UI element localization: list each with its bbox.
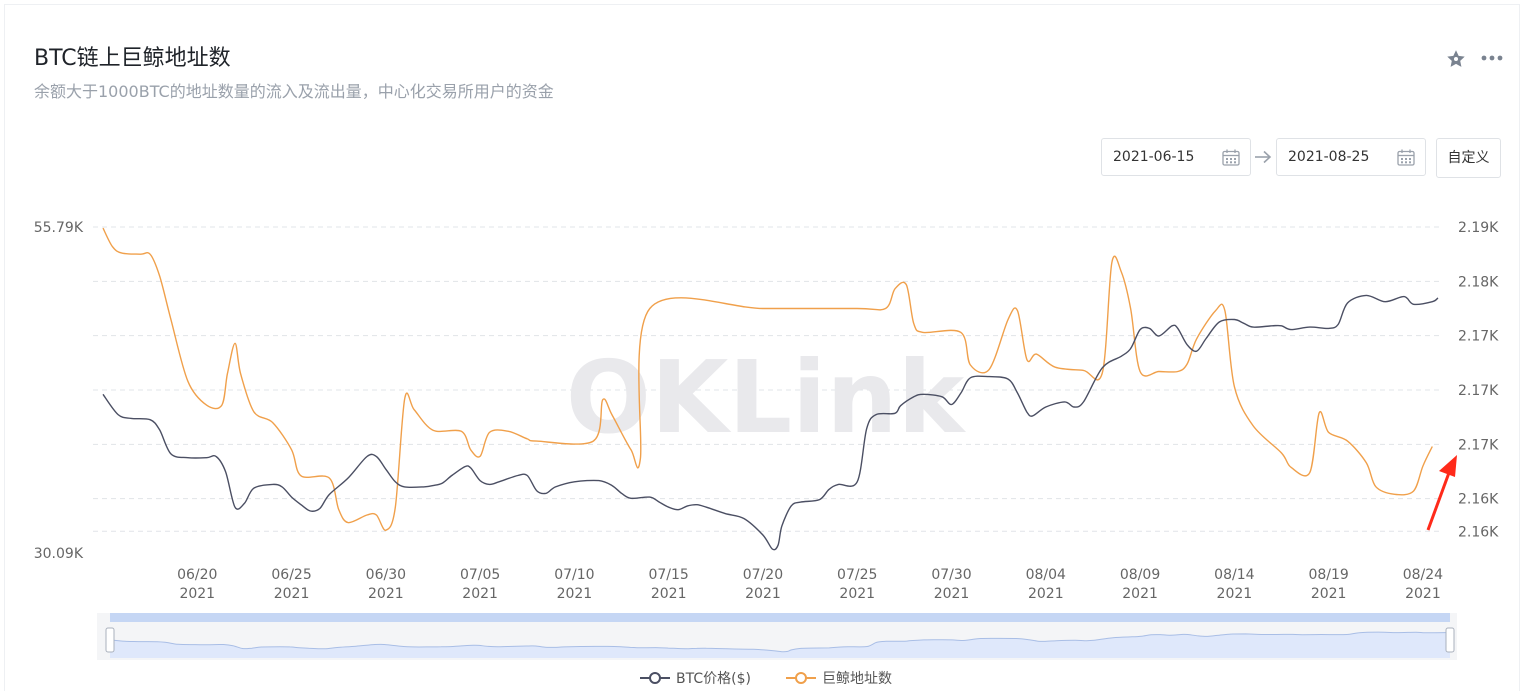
x-tick-label: 08/19: [1308, 567, 1348, 583]
x-tick-label: 07/15: [648, 567, 688, 583]
x-tick-year-label: 2021: [462, 586, 498, 602]
start-date-value: 2021-06-15: [1113, 149, 1195, 165]
watermark: OKLink: [566, 339, 967, 456]
calendar-icon: [1222, 149, 1240, 166]
x-tick-label: 07/30: [931, 567, 971, 583]
x-tick-label: 07/10: [554, 567, 594, 583]
custom-range-button[interactable]: 自定义: [1436, 138, 1501, 178]
series-line-whale-count: [102, 227, 1433, 531]
arrow-right-icon: [1255, 150, 1272, 164]
navigator-line: [109, 631, 1451, 653]
x-tick-year-label: 2021: [745, 586, 781, 602]
y-tick-label-right: 2.16K: [1458, 524, 1499, 540]
x-tick-year-label: 2021: [651, 586, 687, 602]
legend-label-btc-price: BTC价格($): [676, 671, 751, 687]
x-tick-year-label: 2021: [839, 586, 875, 602]
x-tick-label: 08/09: [1120, 567, 1160, 583]
chart-card: [4, 4, 1520, 691]
x-tick-label: 06/30: [366, 567, 406, 583]
x-tick-label: 07/25: [837, 567, 877, 583]
x-tick-label: 07/05: [460, 567, 500, 583]
page-subtitle: 余额大于1000BTC的地址数量的流入及流出量，中心化交易所用户的资金: [34, 82, 554, 101]
page-title: BTC链上巨鲸地址数: [34, 46, 231, 71]
star-icon[interactable]: [1445, 48, 1467, 70]
x-tick-year-label: 2021: [1311, 586, 1347, 602]
legend-marker-whale-icon: [786, 672, 816, 684]
x-tick-year-label: 2021: [1217, 586, 1253, 602]
x-tick-year-label: 2021: [274, 586, 310, 602]
x-tick-label: 06/25: [271, 567, 311, 583]
x-tick-label: 08/24: [1403, 567, 1443, 583]
more-icon[interactable]: [1480, 48, 1504, 68]
y-tick-label-left: 30.09K: [34, 546, 84, 562]
legend-item-whale-count[interactable]: 巨鲸地址数: [786, 668, 892, 688]
navigator-handle-left[interactable]: [105, 627, 115, 653]
grid-lines: [93, 226, 1443, 532]
navigator-top-bar[interactable]: [110, 613, 1450, 622]
x-tick-year-label: 2021: [368, 586, 404, 602]
x-tick-year-label: 2021: [557, 586, 593, 602]
x-tick-year-label: 2021: [1122, 586, 1158, 602]
series-line-btc-price: [102, 294, 1439, 551]
legend-marker-btc-icon: [640, 672, 670, 684]
navigator-area: [110, 632, 1450, 658]
y-axis-left: 55.79K 30.09K: [34, 220, 84, 562]
x-tick-label: 06/20: [177, 567, 217, 583]
y-tick-label-right: 2.19K: [1458, 220, 1499, 236]
y-tick-label-left: 55.79K: [34, 220, 84, 236]
calendar-icon: [1397, 149, 1415, 166]
annotation-arrow: [1426, 455, 1457, 531]
x-tick-year-label: 2021: [1405, 586, 1441, 602]
y-axis-right: 2.19K 2.18K 2.17K 2.17K 2.17K 2.16K 2.16K: [1458, 220, 1499, 540]
y-tick-label-right: 2.16K: [1458, 492, 1499, 508]
x-tick-year-label: 2021: [934, 586, 970, 602]
end-date-value: 2021-08-25: [1288, 149, 1370, 165]
x-tick-year-label: 2021: [1028, 586, 1064, 602]
x-tick-year-label: 2021: [179, 586, 215, 602]
start-date-input[interactable]: 2021-06-15: [1101, 138, 1251, 176]
x-tick-label: 07/20: [743, 567, 783, 583]
y-tick-label-right: 2.18K: [1458, 274, 1499, 290]
end-date-input[interactable]: 2021-08-25: [1276, 138, 1426, 176]
y-tick-label-right: 2.17K: [1458, 329, 1499, 345]
range-navigator[interactable]: [97, 613, 1457, 660]
y-tick-label-right: 2.17K: [1458, 437, 1499, 453]
y-tick-label-right: 2.17K: [1458, 383, 1499, 399]
x-tick-label: 08/14: [1214, 567, 1254, 583]
x-axis: 06/20 2021 06/25 2021 06/30 2021 07/05 2021 07/1…: [177, 567, 1443, 602]
navigator-handle-right[interactable]: [1445, 627, 1455, 653]
x-tick-label: 08/04: [1026, 567, 1066, 583]
legend-label-whale-count: 巨鲸地址数: [822, 671, 892, 687]
legend-item-btc-price[interactable]: BTC价格($): [640, 668, 751, 688]
